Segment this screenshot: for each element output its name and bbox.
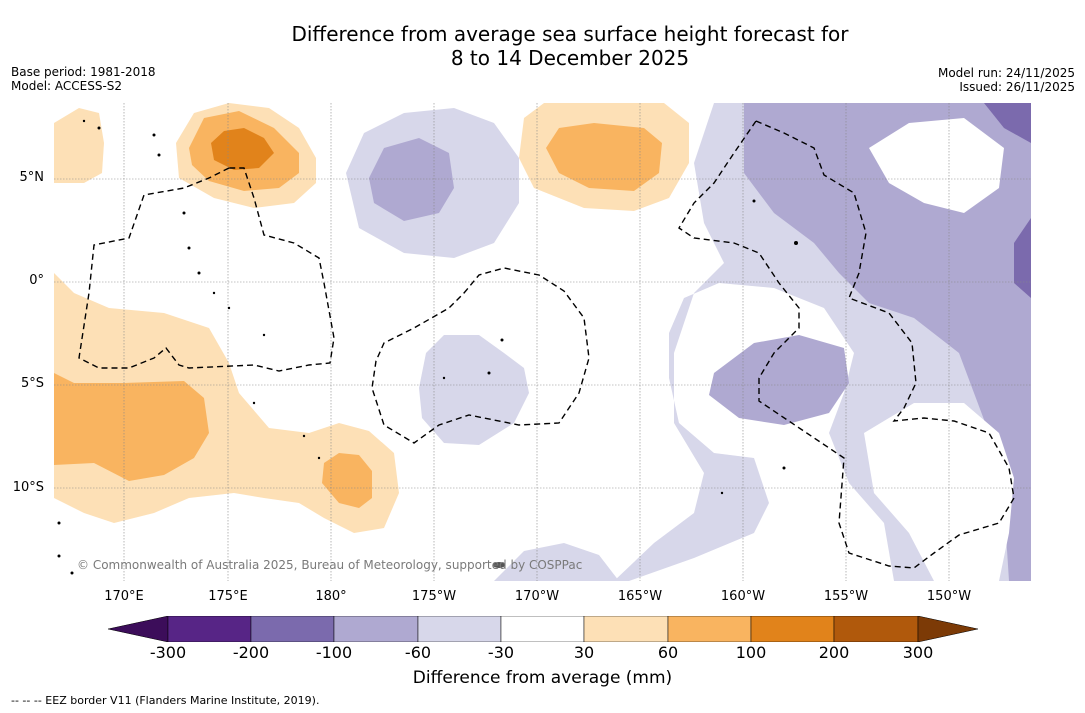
x-tick-label: 150°W — [926, 589, 972, 604]
colorbar-extend-high — [917, 616, 978, 642]
model-run: Model run: 24/11/2025 — [937, 66, 1075, 80]
island — [82, 119, 86, 123]
colorbar-segment — [750, 616, 835, 642]
eez-legend: -- -- -- EEZ border V11 (Flanders Marine… — [11, 694, 320, 707]
eez-border-east — [678, 120, 1015, 569]
island — [97, 126, 101, 130]
colorbar-segment — [333, 616, 419, 642]
island — [212, 291, 216, 295]
base-period: Base period: 1981-2018 — [11, 65, 156, 79]
anomaly-region-south-light — [419, 335, 529, 445]
colorbar-tick: 60 — [657, 643, 679, 662]
y-tick-label: 10°S — [12, 480, 44, 495]
colorbar-tick: 200 — [818, 643, 850, 662]
x-tick-label: 170°W — [514, 589, 560, 604]
anomaly-region-north-orange-medium — [546, 123, 662, 191]
anomaly-region-east-white-south — [864, 403, 1014, 581]
islands — [57, 119, 798, 575]
colorbar-label: Difference from average (mm) — [412, 668, 673, 688]
model-name: Model: ACCESS-S2 — [11, 79, 123, 93]
eez-borders — [78, 120, 1015, 569]
x-tick-label: 165°W — [617, 589, 663, 604]
anomaly-region-east-dark-3 — [862, 103, 934, 115]
anomaly-region-far-nw-light — [54, 108, 104, 183]
map-title: Difference from average sea surface heig… — [0, 22, 1085, 70]
island — [752, 199, 756, 203]
colorbar-segment — [250, 616, 335, 642]
anomaly-region-s-medium — [322, 453, 372, 508]
island — [187, 246, 191, 250]
colorbar-tick: 30 — [573, 643, 595, 662]
map-area — [54, 103, 1031, 581]
anomaly-region-central-low — [709, 335, 849, 425]
island — [57, 554, 61, 558]
colorbar-segment — [500, 616, 585, 642]
anomaly-region-east-white-north — [869, 118, 1004, 213]
y-tick-label: 5°N — [19, 170, 45, 185]
colorbar-tick: -30 — [487, 643, 515, 662]
copyright-text: © Commonwealth of Australia 2025, Bureau… — [77, 558, 583, 572]
island — [720, 491, 724, 495]
island — [57, 521, 61, 525]
colorbar-segment — [417, 616, 502, 642]
anomaly-region-bottom-light — [494, 543, 619, 581]
colorbar-segment — [833, 616, 919, 642]
colorbar-tick: -60 — [404, 643, 432, 662]
x-tick-label: 175°W — [411, 589, 457, 604]
island — [182, 211, 186, 215]
colorbar-segment — [667, 616, 752, 642]
anomaly-region-east-medium — [744, 103, 1031, 581]
x-tick-label: 175°E — [208, 589, 248, 604]
island — [487, 371, 491, 375]
anomaly-region-east-dark-1 — [984, 103, 1031, 143]
title-line-1: Difference from average sea surface heig… — [291, 22, 849, 46]
issued-date: Issued: 26/11/2025 — [959, 80, 1075, 94]
eez-border-west — [78, 167, 335, 372]
x-tick-label: 155°W — [823, 589, 869, 604]
colorbar — [108, 616, 978, 642]
y-tick-label: 0° — [29, 273, 44, 288]
x-tick-label: 160°W — [720, 589, 766, 604]
island — [70, 571, 74, 575]
island — [794, 241, 798, 245]
x-tick-label: 180° — [315, 589, 347, 604]
x-tick-label: 170°E — [104, 589, 144, 604]
island — [317, 456, 321, 460]
anomaly-region-east-dark-2 — [1014, 218, 1031, 298]
island — [442, 376, 446, 380]
eez-border-central — [371, 267, 590, 444]
island — [782, 466, 786, 470]
island — [152, 133, 156, 137]
colorbar-segment — [583, 616, 669, 642]
colorbar-tick: 100 — [735, 643, 767, 662]
anomaly-region-nw-dark — [211, 128, 274, 170]
island — [500, 338, 504, 342]
meta-right: Model run: 24/11/2025 Issued: 26/11/2025 — [938, 66, 1075, 94]
island — [157, 153, 161, 157]
anomaly-region-sw-medium — [54, 373, 209, 481]
colorbar-tick: -300 — [149, 643, 187, 662]
graticule — [54, 103, 1031, 581]
colorbar-tick: -100 — [315, 643, 353, 662]
island — [227, 306, 231, 310]
colorbar-tick: -200 — [232, 643, 270, 662]
anomaly-region-north-medium — [369, 138, 454, 221]
island — [252, 401, 256, 405]
colorbar-extend-low — [108, 616, 169, 642]
colorbar-segment — [167, 616, 252, 642]
colorbar-tick: 300 — [902, 643, 934, 662]
island — [197, 271, 201, 275]
island — [262, 333, 266, 337]
meta-left: Base period: 1981-2018 Model: ACCESS-S2 — [11, 65, 156, 93]
island — [493, 562, 505, 568]
y-tick-label: 5°S — [20, 376, 44, 391]
island — [302, 434, 306, 438]
title-line-2: 8 to 14 December 2025 — [450, 46, 690, 70]
